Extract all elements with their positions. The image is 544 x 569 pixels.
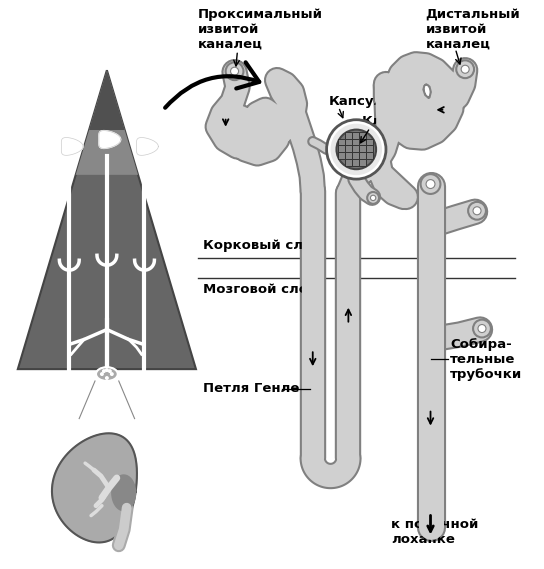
Bar [338, 152, 345, 159]
Polygon shape [61, 138, 83, 155]
Circle shape [110, 372, 114, 376]
Polygon shape [112, 475, 135, 510]
Circle shape [105, 376, 109, 380]
Bar [353, 152, 359, 159]
Text: Корковый слой: Корковый слой [203, 240, 322, 252]
Circle shape [102, 369, 106, 373]
Circle shape [473, 207, 481, 215]
Circle shape [367, 192, 379, 204]
Polygon shape [18, 70, 196, 369]
Bar [366, 152, 373, 159]
Circle shape [337, 130, 376, 169]
Circle shape [456, 60, 474, 78]
Bar [359, 159, 366, 166]
Circle shape [226, 63, 244, 80]
Circle shape [331, 123, 382, 175]
Text: Клубочек: Клубочек [362, 115, 437, 128]
Text: к почечной
лоханке: к почечной лоханке [391, 518, 478, 546]
Text: Проксимальный
извитой
каналец: Проксимальный извитой каналец [198, 8, 323, 51]
Polygon shape [52, 434, 137, 542]
Circle shape [105, 368, 109, 372]
Bar [338, 146, 345, 152]
Bar [345, 152, 353, 159]
Circle shape [326, 119, 386, 179]
Text: Петля Генле: Петля Генле [203, 382, 299, 395]
Bar [359, 131, 366, 138]
Circle shape [461, 65, 469, 73]
Text: Капсула: Капсула [329, 96, 393, 109]
Circle shape [478, 324, 486, 332]
Bar [338, 138, 345, 146]
FancyArrowPatch shape [165, 63, 259, 108]
Text: Дистальный
извитой
каналец: Дистальный извитой каналец [425, 8, 520, 51]
Circle shape [231, 67, 239, 75]
Polygon shape [76, 70, 138, 175]
Bar [366, 138, 373, 146]
Circle shape [370, 195, 376, 201]
Bar [353, 131, 359, 138]
Bar [359, 152, 366, 159]
Ellipse shape [96, 367, 118, 381]
Circle shape [468, 202, 486, 220]
Bar [366, 146, 373, 152]
Bar [353, 146, 359, 152]
Polygon shape [89, 70, 125, 130]
Circle shape [426, 180, 435, 188]
Text: Мозговой слой: Мозговой слой [203, 283, 317, 296]
Circle shape [100, 372, 104, 376]
Polygon shape [137, 138, 158, 155]
Text: Собира-
тельные
трубочки: Собира- тельные трубочки [450, 338, 523, 381]
Bar [345, 131, 353, 138]
Bar [345, 146, 353, 152]
Circle shape [473, 320, 491, 337]
Bar [345, 159, 353, 166]
Bar [359, 138, 366, 146]
Polygon shape [99, 131, 121, 149]
Circle shape [421, 174, 441, 194]
Circle shape [108, 369, 112, 373]
Bar [353, 138, 359, 146]
Bar [359, 146, 366, 152]
Bar [353, 159, 359, 166]
Bar [345, 138, 353, 146]
